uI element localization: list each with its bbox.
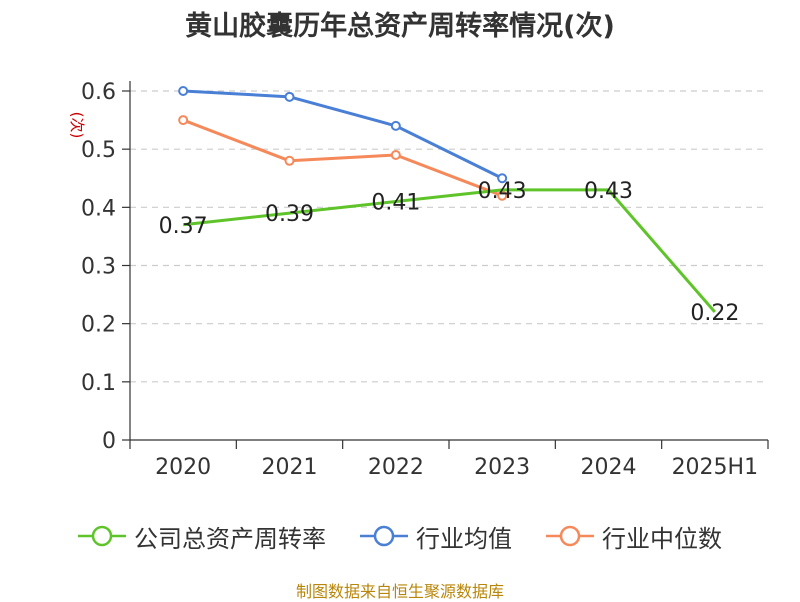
legend-marker-icon <box>78 525 126 547</box>
data-point <box>497 173 508 184</box>
legend-label: 行业均值 <box>416 524 512 553</box>
data-label: 0.37 <box>159 214 208 239</box>
x-tick-label: 2021 <box>262 455 318 480</box>
data-point <box>178 86 189 96</box>
y-tick-label: 0.2 <box>81 313 116 338</box>
y-tick-label: 0 <box>102 429 116 454</box>
data-point <box>178 115 189 126</box>
series-line <box>183 89 503 180</box>
data-label: 0.43 <box>478 179 527 204</box>
x-tick-label: 2020 <box>155 455 211 480</box>
y-tick-label: 0.6 <box>81 80 116 105</box>
y-tick-label: 0.1 <box>81 371 116 396</box>
data-point <box>284 91 295 102</box>
data-label: 0.39 <box>265 202 314 227</box>
series-line <box>183 188 716 314</box>
y-tick-label: 0.5 <box>81 138 116 163</box>
x-tick-label: 2024 <box>581 455 637 480</box>
source-note: 制图数据来自恒生聚源数据库 <box>295 582 504 601</box>
y-axis-label: (次) <box>68 112 86 139</box>
legend-label: 行业中位数 <box>602 524 722 553</box>
legend-marker-icon <box>546 525 594 547</box>
legend-item: 行业中位数 <box>546 519 722 554</box>
legend-item: 公司总资产周转率 <box>78 519 326 554</box>
data-label: 0.41 <box>371 191 420 216</box>
data-point <box>497 190 508 201</box>
data-label: 0.22 <box>690 301 739 326</box>
x-tick-label: 2022 <box>368 455 424 480</box>
legend-label: 公司总资产周转率 <box>134 524 326 553</box>
y-tick-label: 0.3 <box>81 255 116 280</box>
data-point <box>390 149 401 160</box>
data-point <box>390 120 401 131</box>
chart-title: 黄山胶囊历年总资产周转率情况(次) <box>185 11 615 42</box>
data-label: 0.43 <box>584 179 633 204</box>
x-tick-label: 2025H1 <box>672 455 759 480</box>
x-tick-label: 2023 <box>474 455 530 480</box>
legend-item: 行业均值 <box>360 519 512 554</box>
legend-marker-icon <box>360 525 408 547</box>
legend: 公司总资产周转率 行业均值 行业中位数 <box>0 519 800 554</box>
series-line <box>182 118 503 198</box>
y-tick-label: 0.4 <box>81 196 116 221</box>
data-point <box>284 155 295 166</box>
